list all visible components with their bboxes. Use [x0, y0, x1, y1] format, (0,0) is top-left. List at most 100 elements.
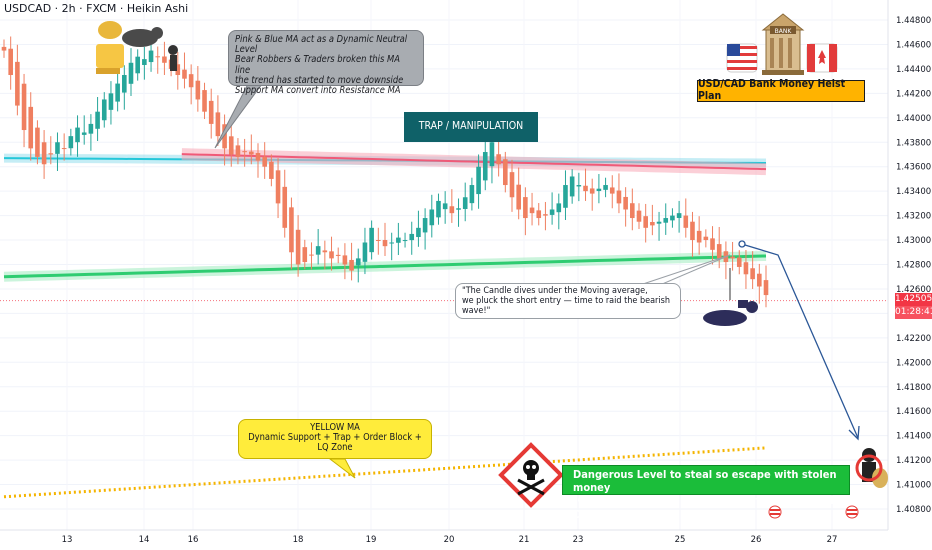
candle	[142, 46, 147, 80]
candle-body	[536, 210, 542, 219]
candle-body	[422, 218, 428, 233]
candle-body	[469, 185, 475, 204]
candle	[362, 227, 368, 275]
x-tick-label: 23	[573, 535, 584, 545]
y-tick-label: 1.42600	[896, 285, 931, 295]
candle	[449, 189, 455, 223]
candle	[289, 197, 294, 270]
candle-body	[162, 56, 167, 63]
candle	[68, 128, 74, 156]
candle-body	[255, 153, 261, 161]
candle	[763, 265, 769, 308]
callout-line: Pink & Blue MA act as a Dynamic Neutral …	[235, 34, 408, 56]
robber-icon	[168, 45, 178, 71]
callout-pointer	[328, 458, 356, 479]
candle-body	[48, 153, 54, 155]
candle	[723, 241, 729, 280]
candle	[75, 115, 80, 157]
candle	[35, 120, 40, 165]
candle	[690, 211, 695, 258]
quote-line: "The Candle dives under the Moving avera…	[462, 286, 648, 296]
candle	[750, 251, 755, 289]
candle-body	[509, 172, 515, 198]
candle-body	[396, 237, 401, 243]
candle-body	[329, 251, 334, 259]
candle	[122, 65, 127, 110]
candle	[509, 159, 515, 212]
last-price-tag: 1.42505	[895, 293, 932, 306]
candle-body	[61, 148, 67, 150]
candles	[1, 33, 769, 308]
candle-body	[75, 127, 80, 143]
candle	[242, 138, 247, 167]
candle	[1, 39, 7, 58]
candle-body	[342, 255, 348, 265]
callout-line: YELLOW MA	[310, 422, 360, 433]
y-tick-label: 1.43400	[896, 187, 931, 197]
candle-body	[743, 262, 749, 275]
candle-body	[683, 215, 689, 228]
callout-line: (Oversold / Market Pullback / Consolidat…	[573, 494, 838, 521]
candle	[101, 92, 107, 128]
quote-line: we pluck the short entry — time to raid …	[462, 295, 670, 316]
candle-body	[716, 244, 722, 259]
candle-body	[529, 207, 535, 214]
candle-body	[583, 185, 588, 192]
x-tick-label: 27	[827, 535, 838, 545]
candle-body	[175, 64, 181, 76]
candle-body	[208, 100, 214, 124]
candle-body	[228, 136, 234, 155]
x-tick-label: 20	[444, 535, 455, 545]
candle	[235, 138, 241, 165]
bearish-arrow	[738, 240, 860, 441]
candle-body	[676, 213, 682, 218]
candle-body	[222, 124, 227, 149]
candle-body	[476, 166, 481, 195]
candle-body	[128, 62, 134, 84]
candle	[442, 191, 448, 224]
x-tick-label: 26	[751, 535, 762, 545]
candle-body	[275, 170, 281, 204]
candle	[716, 226, 722, 269]
money-bags-icon	[96, 21, 124, 74]
candle	[482, 134, 488, 191]
candle-body	[696, 230, 702, 243]
candle-body	[416, 227, 421, 238]
candle-body	[242, 151, 247, 153]
candle-body	[576, 185, 582, 187]
candle-body	[315, 246, 321, 255]
candle-body	[730, 256, 735, 259]
candle-body	[763, 280, 769, 296]
y-tick-label: 1.41000	[896, 481, 931, 491]
candle-body	[556, 203, 562, 213]
y-tick-label: 1.44000	[896, 114, 931, 124]
green-ma-line	[3, 254, 767, 279]
candle-body	[1, 46, 7, 51]
callout-line: Support MA convert into Resistance MA	[235, 85, 401, 97]
candle	[376, 227, 381, 255]
candle	[28, 92, 34, 161]
price-axis: 1.44800 1.44600 1.44400 1.44200 1.44000 1.438…	[887, 0, 932, 550]
candle-body	[369, 227, 374, 253]
candle	[182, 52, 187, 89]
candle	[563, 170, 568, 221]
candle-body	[349, 259, 354, 271]
candle	[21, 73, 27, 148]
candle	[382, 222, 388, 256]
candle	[589, 178, 595, 211]
candle	[549, 192, 555, 225]
candle	[355, 248, 361, 283]
candle-body	[409, 233, 415, 241]
candle	[529, 192, 535, 226]
candle-body	[202, 90, 207, 112]
candle-body	[21, 83, 27, 131]
bear-icon	[122, 27, 163, 47]
candle-body	[155, 56, 161, 58]
candle	[269, 154, 274, 187]
candle-body	[101, 99, 107, 121]
candle-body	[295, 229, 301, 265]
candle	[536, 203, 542, 226]
x-tick-label: 21	[519, 535, 530, 545]
bank-sign: BANK	[775, 28, 793, 35]
